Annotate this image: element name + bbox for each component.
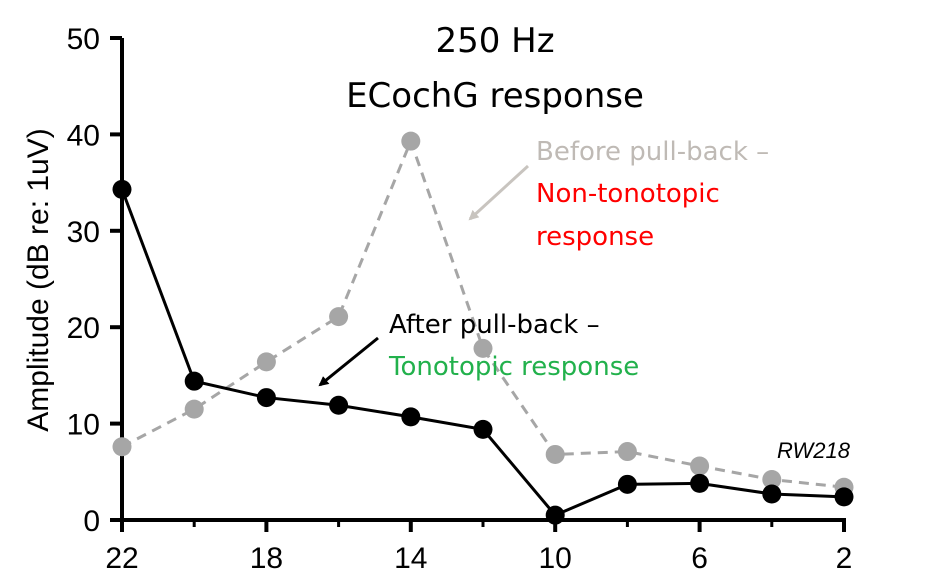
series-before bbox=[112, 131, 854, 497]
annotation-before-line2: Non-tonotopic bbox=[536, 179, 720, 209]
x-tick-label: 14 bbox=[394, 542, 427, 575]
data-point-after bbox=[617, 474, 637, 494]
annotation-before-arrow bbox=[468, 164, 530, 221]
x-tick-label: 6 bbox=[691, 542, 708, 575]
data-point-after bbox=[690, 473, 710, 493]
data-point-after bbox=[256, 388, 276, 408]
y-tick-label: 50 bbox=[67, 23, 100, 56]
annotation-before-line3: response bbox=[536, 222, 654, 252]
data-point-before bbox=[473, 338, 493, 358]
x-tick-label: 18 bbox=[250, 542, 283, 575]
data-point-before bbox=[112, 437, 132, 457]
data-point-before bbox=[762, 470, 782, 490]
y-axis-title: Amplitude (dB re: 1uV) bbox=[22, 128, 55, 431]
annotation-tag: RW218 bbox=[777, 438, 851, 463]
x-tick-label: 10 bbox=[539, 542, 572, 575]
data-point-before bbox=[617, 442, 637, 462]
y-tick-label: 20 bbox=[67, 312, 100, 345]
series-after bbox=[112, 179, 854, 525]
y-tick-label: 10 bbox=[67, 409, 100, 442]
x-tick-label: 2 bbox=[836, 542, 853, 575]
series-line-before bbox=[121, 136, 845, 489]
data-point-before bbox=[256, 352, 276, 372]
data-point-after bbox=[545, 505, 565, 525]
annotation-after-line2: Tonotopic response bbox=[388, 352, 639, 382]
data-point-after bbox=[184, 371, 204, 391]
y-tick-label: 40 bbox=[67, 119, 100, 152]
annotation-after-arrow bbox=[318, 336, 379, 387]
data-point-after bbox=[762, 484, 782, 504]
axes: 0 10 20 30 40 50 22 18 14 10 6 2 bbox=[67, 23, 853, 575]
y-tick-label: 30 bbox=[67, 216, 100, 249]
data-point-after bbox=[329, 395, 349, 415]
chart-title: 250 Hz bbox=[435, 21, 554, 61]
data-point-after bbox=[473, 419, 493, 439]
data-point-before bbox=[184, 399, 204, 419]
series-layer bbox=[112, 131, 854, 525]
data-point-before bbox=[401, 131, 421, 151]
data-point-after bbox=[834, 487, 854, 507]
data-point-before bbox=[329, 307, 349, 327]
data-point-before bbox=[690, 456, 710, 476]
x-tick-label: 22 bbox=[105, 542, 138, 575]
data-point-after bbox=[401, 407, 421, 427]
data-point-after bbox=[112, 179, 132, 199]
annotation-after-line1: After pull-back – bbox=[389, 310, 600, 340]
y-tick-label: 0 bbox=[83, 505, 100, 538]
data-point-before bbox=[545, 444, 565, 464]
annotation-before-line1: Before pull-back – bbox=[536, 137, 769, 167]
chart-subtitle: ECochG response bbox=[346, 76, 644, 116]
